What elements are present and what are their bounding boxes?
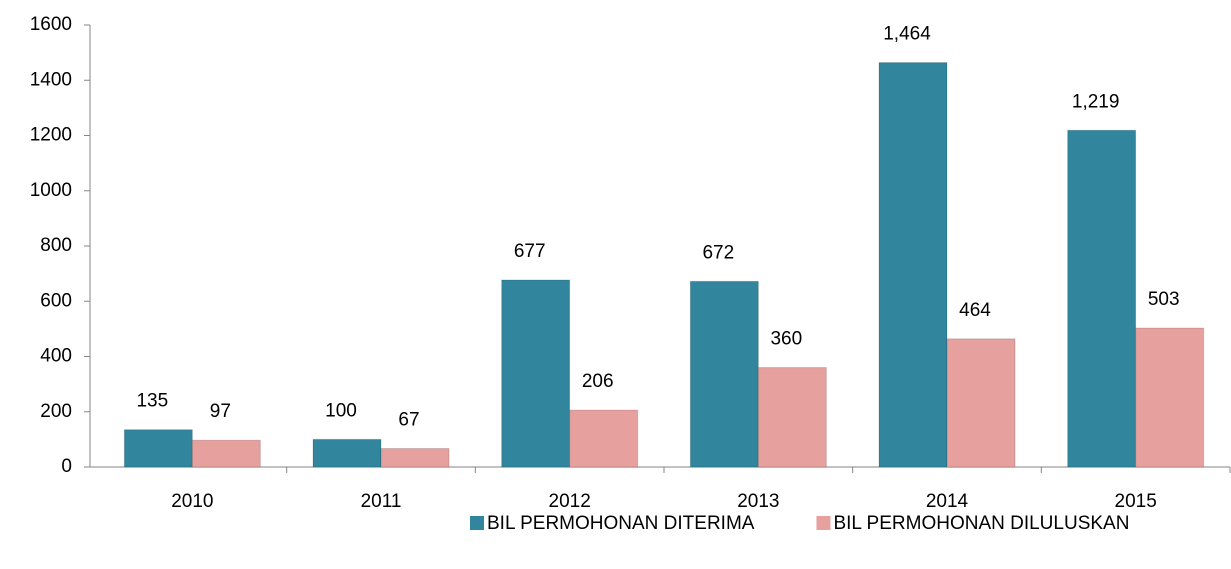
data-label: 67 (398, 410, 419, 431)
bar (1067, 129, 1137, 468)
bar (312, 438, 382, 468)
data-label: 464 (959, 300, 991, 321)
bar (689, 280, 759, 468)
x-tick-label: 2011 (361, 491, 402, 512)
x-tick-label: 2014 (926, 491, 969, 512)
data-label: 1,219 (1072, 91, 1120, 112)
y-tick-label: 1600 (30, 14, 72, 35)
bar (569, 409, 639, 468)
y-tick-label: 0 (61, 456, 72, 477)
bar (757, 367, 827, 468)
y-tick-label: 200 (40, 401, 72, 422)
data-label: 677 (514, 241, 546, 262)
data-label: 360 (770, 329, 802, 350)
y-tick-label: 1000 (30, 180, 72, 201)
data-label: 503 (1148, 289, 1180, 310)
bar (501, 279, 571, 468)
data-label: 672 (702, 242, 734, 263)
x-tick-label: 2015 (1115, 491, 1157, 512)
bar (878, 62, 948, 468)
data-label: 97 (210, 401, 231, 422)
bar (191, 439, 261, 468)
y-tick-label: 400 (40, 346, 72, 367)
legend-label: BIL PERMOHONAN DITERIMA (487, 513, 755, 534)
x-tick-label: 2010 (171, 491, 213, 512)
bar (380, 447, 450, 468)
y-tick-label: 600 (40, 290, 72, 311)
legend-swatch (470, 516, 484, 530)
bar (1135, 327, 1205, 468)
data-label: 1,464 (883, 24, 931, 45)
y-tick-label: 800 (40, 235, 72, 256)
y-tick-label: 1400 (30, 69, 72, 90)
bar (123, 429, 193, 468)
y-tick-label: 1200 (30, 125, 72, 146)
data-label: 206 (582, 371, 614, 392)
x-tick-label: 2013 (737, 491, 779, 512)
data-label: 100 (325, 400, 357, 421)
legend-label: BIL PERMOHONAN DILULUSKAN (833, 513, 1129, 534)
legend-swatch (816, 516, 831, 530)
x-tick-label: 2012 (549, 491, 591, 512)
bar (946, 338, 1016, 468)
data-label: 135 (136, 391, 168, 412)
